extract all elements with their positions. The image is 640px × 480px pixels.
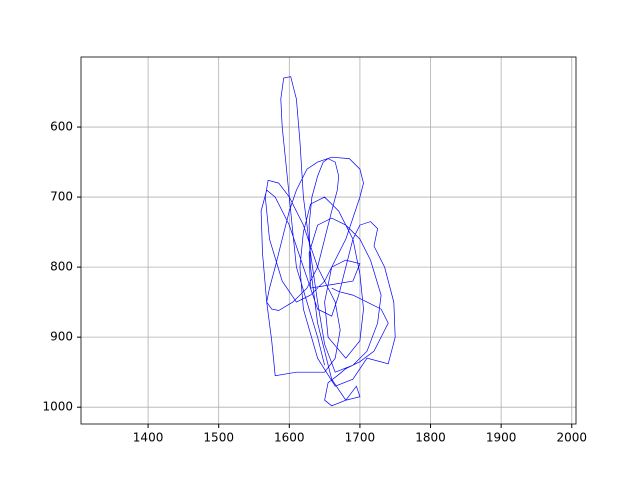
x-tick-label: 1400 — [133, 431, 164, 445]
x-tick-label: 1900 — [486, 431, 517, 445]
x-tick-label: 1800 — [415, 431, 446, 445]
x-tick-label: 1700 — [345, 431, 376, 445]
x-tick-label: 2000 — [556, 431, 587, 445]
y-tick-label: 1000 — [42, 400, 73, 414]
x-tick-label: 1600 — [274, 431, 305, 445]
y-tick-label: 900 — [50, 330, 73, 344]
y-tick-label: 600 — [50, 120, 73, 134]
y-tick-label: 700 — [50, 190, 73, 204]
plot-frame — [80, 56, 577, 425]
x-tick-label: 1500 — [203, 431, 234, 445]
y-tick-label: 800 — [50, 260, 73, 274]
trajectory-line — [260, 76, 396, 407]
